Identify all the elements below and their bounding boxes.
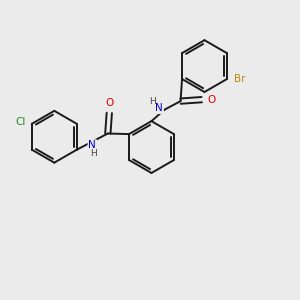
- Text: N: N: [88, 140, 96, 150]
- Text: H: H: [149, 97, 156, 106]
- Text: Br: Br: [233, 74, 245, 84]
- Text: O: O: [207, 95, 215, 105]
- Text: H: H: [90, 149, 97, 158]
- Text: Cl: Cl: [16, 117, 26, 127]
- Text: O: O: [105, 98, 113, 109]
- Text: N: N: [155, 103, 163, 113]
